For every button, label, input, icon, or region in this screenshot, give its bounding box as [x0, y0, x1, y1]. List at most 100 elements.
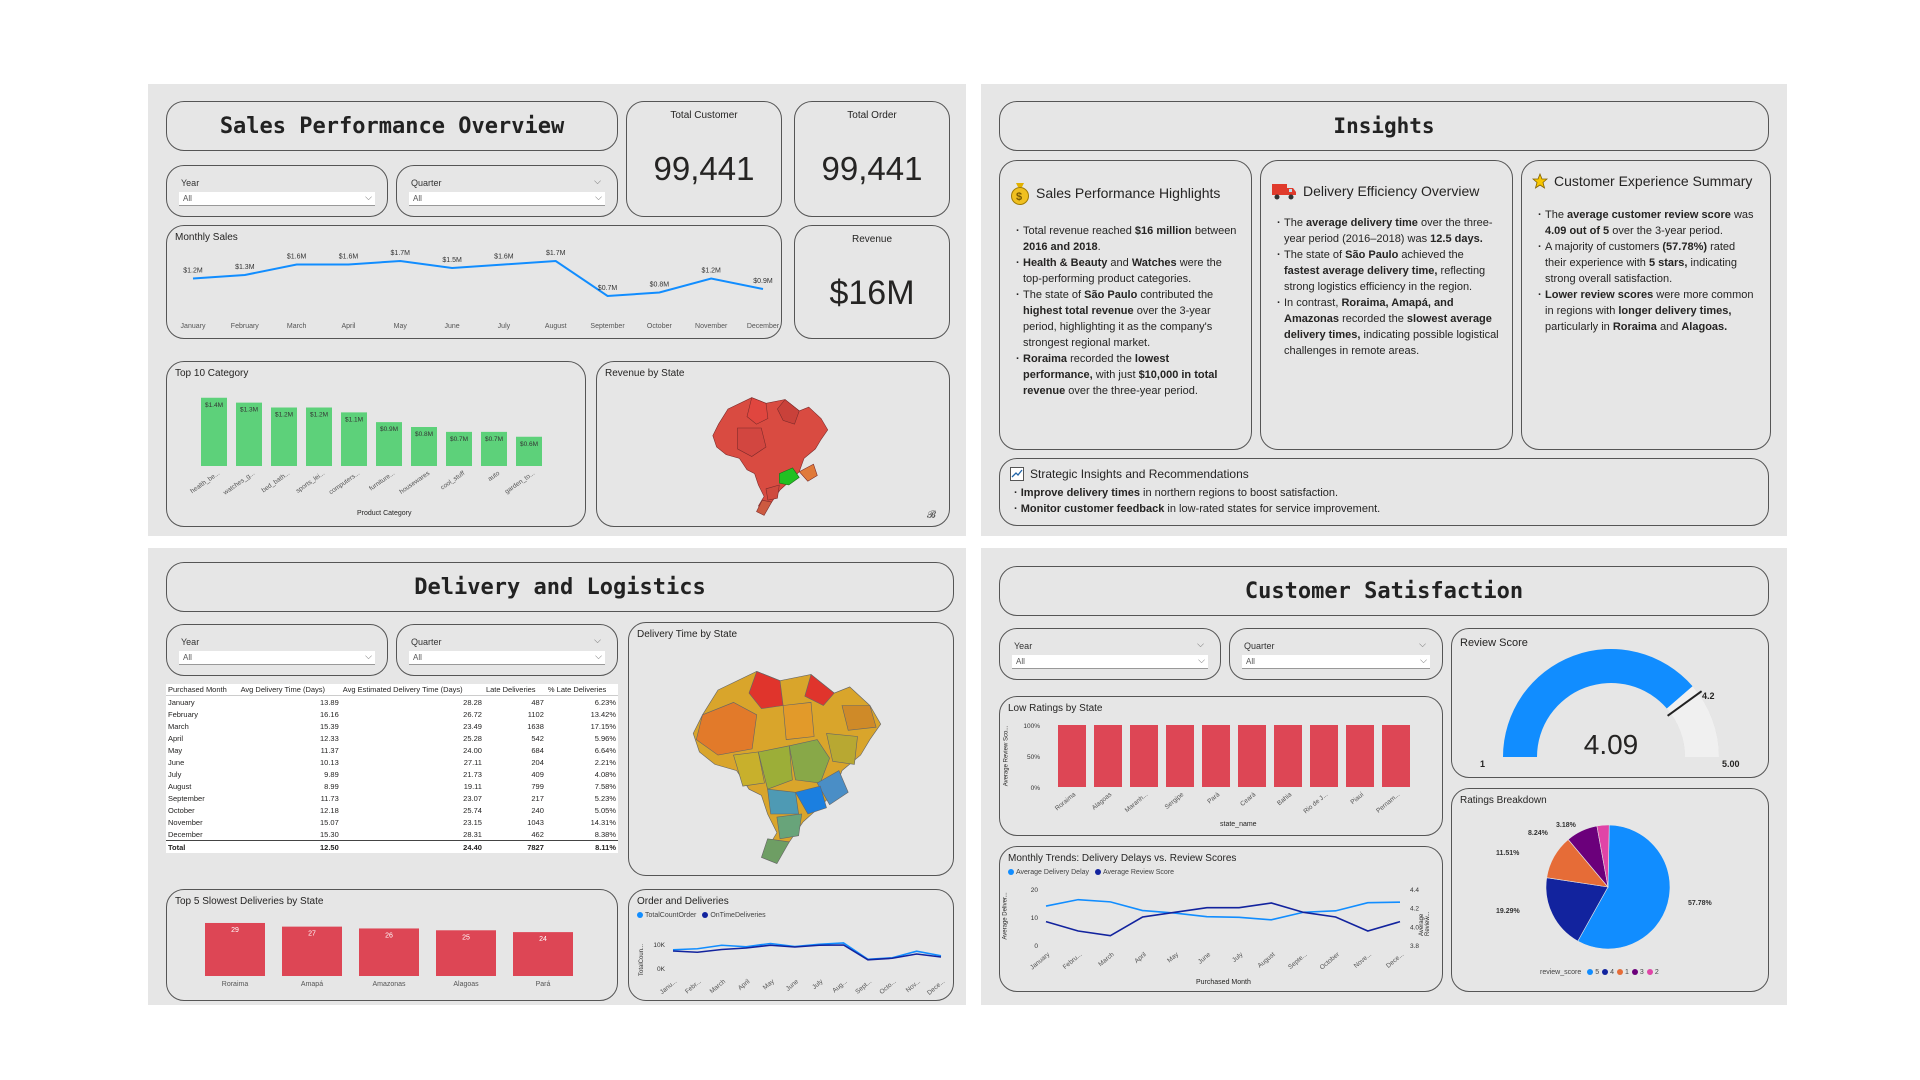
- tick-label: Maranh...: [1124, 791, 1150, 814]
- tick-label: Roraima: [222, 981, 249, 988]
- tick-label: July: [1231, 951, 1245, 964]
- tick-label: Dece...: [926, 978, 946, 997]
- tick-label: April: [1133, 951, 1148, 965]
- data-label: $1.3M: [240, 407, 258, 414]
- delivery-insights-list: The average delivery time over the three…: [1277, 215, 1500, 359]
- table-header[interactable]: Avg Delivery Time (Days): [238, 684, 341, 696]
- table-cell: 217: [531, 793, 544, 803]
- table-cell: January: [168, 697, 195, 707]
- data-label: 24: [539, 936, 547, 943]
- strategic-insights-list: · Improve delivery times in northern reg…: [1014, 485, 1380, 517]
- tick-label: Piauí: [1349, 791, 1365, 806]
- table-cell: October: [168, 805, 195, 815]
- table-cell: 24.00: [463, 745, 482, 755]
- table-row: June 10.13 27.11 204 2.21%: [166, 756, 618, 768]
- insight-point: Lower review scores were more common in …: [1538, 287, 1758, 335]
- quarter-dropdown[interactable]: All ⌵: [409, 651, 605, 665]
- table-cell: August: [168, 781, 192, 791]
- quarter-dropdown[interactable]: All ⌵: [409, 192, 605, 206]
- tick-label: March: [287, 323, 307, 330]
- gauge-min: 1: [1480, 759, 1486, 769]
- data-label: $1.7M: [546, 250, 566, 257]
- monthly-sales-card: Monthly Sales $1.2M January $1.3M February $…: [166, 225, 782, 339]
- chevron-down-icon: ⌵: [365, 192, 372, 202]
- chevron-down-icon: ⌵: [595, 651, 602, 661]
- data-label: $1.6M: [287, 254, 307, 261]
- delivery-brazil-map: [692, 670, 882, 864]
- kpi-value: $16M: [829, 274, 915, 312]
- star-icon: [1532, 173, 1548, 189]
- tick-label: February: [231, 323, 260, 330]
- insights-quadrant: Insights $ Sales Performance Highlights …: [981, 84, 1787, 536]
- tick-label: Bahia: [1276, 791, 1294, 807]
- delivery-title-card: Delivery and Logistics: [166, 562, 954, 612]
- data-label: $0.9M: [753, 278, 773, 285]
- bar: [1310, 725, 1338, 787]
- orders-deliveries-chart: 10K 0K TotalCoun... Janu... Febr... March Apri…: [639, 942, 946, 997]
- year-dropdown[interactable]: All ⌵: [1012, 655, 1208, 669]
- tick-label: watches_g...: [221, 470, 256, 497]
- table-cell: September: [168, 793, 205, 803]
- table-header[interactable]: Late Deliveries: [483, 684, 546, 696]
- tick-label: Alagoas: [453, 981, 479, 988]
- year-slicer[interactable]: Year All ⌵: [166, 624, 388, 676]
- delivery-table: Purchased Month Avg Delivery Time (Days) A…: [166, 684, 618, 853]
- tick-label: furniture...: [368, 470, 396, 493]
- bar: [1130, 725, 1158, 787]
- tick-label: June: [1197, 951, 1213, 966]
- year-slicer[interactable]: Year ⌵ All ⌵: [999, 628, 1221, 680]
- legend-dot-icon: [702, 912, 709, 919]
- gauge-max: 5.00: [1722, 759, 1740, 769]
- bar: [306, 407, 332, 466]
- chevron-down-icon: ⌵: [1197, 639, 1204, 649]
- bar: [201, 397, 227, 466]
- year-dropdown[interactable]: All ⌵: [179, 651, 375, 665]
- delivery-map-card: Delivery Time by State: [628, 622, 954, 876]
- gauge-remainder: [1666, 686, 1719, 757]
- quarter-dropdown[interactable]: All ⌵: [1242, 655, 1430, 669]
- quarter-slicer[interactable]: Quarter ⌵ All ⌵: [1229, 628, 1443, 680]
- data-label: $0.8M: [650, 282, 670, 289]
- tick-label: 10: [1031, 915, 1039, 922]
- data-label: $1.2M: [183, 268, 203, 275]
- pie-slice: [1545, 877, 1609, 942]
- bar: [1094, 725, 1122, 787]
- chart-title: Top 5 Slowest Deliveries by State: [175, 896, 324, 907]
- slicer-label: Year: [181, 178, 200, 188]
- quarter-slicer[interactable]: Quarter ⌵ All ⌵: [396, 165, 618, 217]
- table-header[interactable]: Purchased Month: [166, 684, 239, 696]
- table-total-row: Total 12.50 24.40 7827 8.11%: [166, 840, 618, 853]
- bar: [282, 926, 342, 976]
- tick-label: bed_bath...: [260, 470, 291, 495]
- table-cell: 13.89: [320, 697, 339, 707]
- table-cell: 12.33: [320, 733, 339, 743]
- table-row: February 16.16 26.72 1102 13.42%: [166, 708, 618, 720]
- chart-trend-icon: [1010, 467, 1024, 481]
- table-cell: 8.38%: [594, 829, 616, 839]
- slicer-label: Quarter: [411, 637, 442, 647]
- legend-dot-icon: [1617, 969, 1624, 976]
- pie-slice: [1596, 824, 1610, 888]
- table-cell: 2.21%: [594, 757, 616, 767]
- pie-slice: [1577, 824, 1671, 950]
- card-heading: Strategic Insights and Recommendations: [1030, 467, 1249, 481]
- year-slicer[interactable]: Year All ⌵: [166, 165, 388, 217]
- insight-point: In contrast, Roraima, Amapá, and Amazona…: [1277, 295, 1500, 359]
- table-cell: 5.05%: [594, 805, 616, 815]
- tick-label: 3.8: [1410, 943, 1419, 950]
- page-title: Sales Performance Overview: [219, 113, 565, 139]
- tick-label: Pará: [536, 981, 551, 988]
- revenue-card: Revenue $16M: [794, 225, 950, 339]
- bar: [341, 412, 367, 466]
- quarter-slicer[interactable]: Quarter ⌵ All ⌵: [396, 624, 618, 676]
- table-header[interactable]: Avg Estimated Delivery Time (Days): [340, 684, 484, 696]
- insights-title-card: Insights: [999, 101, 1769, 151]
- tick-label: 0K: [657, 966, 666, 973]
- year-dropdown[interactable]: All ⌵: [179, 192, 375, 206]
- tick-label: Pernam...: [1375, 791, 1401, 815]
- tick-label: Janu...: [659, 978, 679, 996]
- gauge-value: 4.09: [1583, 729, 1639, 760]
- tick-label: 100%: [1023, 723, 1040, 730]
- table-header[interactable]: % Late Deliveries: [545, 684, 618, 696]
- table-cell: 204: [531, 757, 544, 767]
